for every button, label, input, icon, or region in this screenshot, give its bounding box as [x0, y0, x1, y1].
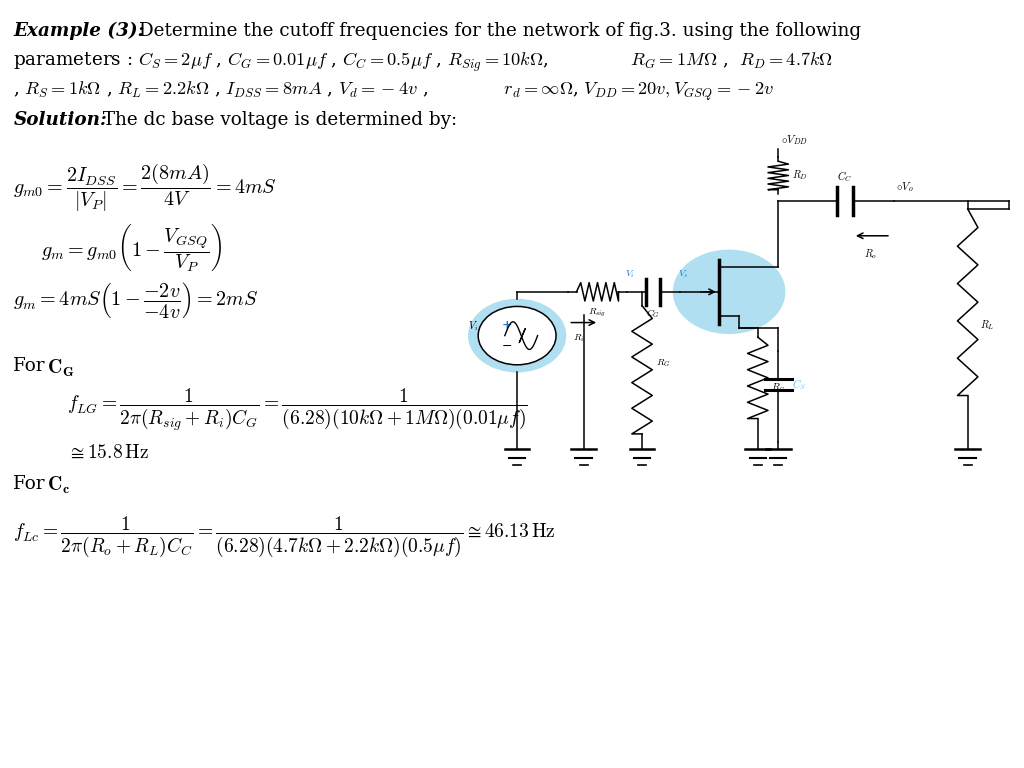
- Text: $R_S$: $R_S$: [771, 382, 785, 396]
- Text: $V_s$: $V_s$: [678, 269, 688, 280]
- Text: Determine the cutoff frequencies for the network of fig.3. using the following: Determine the cutoff frequencies for the…: [133, 22, 861, 39]
- Text: $R_i$: $R_i$: [572, 333, 585, 344]
- Circle shape: [478, 306, 556, 365]
- Text: Example (3):: Example (3):: [13, 22, 144, 40]
- Text: parameters : $C_S = 2\mu f$ , $C_G = 0.01\mu f$ , $C_C = 0.5\mu f$ , $R_{Sig} = : parameters : $C_S = 2\mu f$ , $C_G = 0.0…: [13, 51, 834, 74]
- Circle shape: [673, 250, 785, 334]
- Text: Solution:: Solution:: [13, 111, 108, 128]
- Text: $C_G$: $C_G$: [646, 307, 660, 319]
- Text: $g_m = 4mS\left(1 - \dfrac{-2v}{-4v}\right) = 2mS$: $g_m = 4mS\left(1 - \dfrac{-2v}{-4v}\rig…: [13, 280, 258, 320]
- Text: $f_{LG} = \dfrac{1}{2\pi(R_{sig} + R_i)C_G} = \dfrac{1}{(6.28)(10k\Omega + 1M\Om: $f_{LG} = \dfrac{1}{2\pi(R_{sig} + R_i)C…: [67, 386, 527, 433]
- Text: $V_i$: $V_i$: [468, 319, 478, 333]
- Text: $R_{sig}$: $R_{sig}$: [589, 307, 606, 319]
- Text: $\cong 15.8\,\mathrm{Hz}$: $\cong 15.8\,\mathrm{Hz}$: [67, 444, 148, 462]
- Text: $g_{m0} = \dfrac{2I_{DSS}}{|V_P|} = \dfrac{2(8mA)}{4V} = 4mS$: $g_{m0} = \dfrac{2I_{DSS}}{|V_P|} = \dfr…: [13, 161, 278, 214]
- Circle shape: [468, 299, 566, 372]
- Text: $R_D$: $R_D$: [792, 169, 807, 182]
- Text: +: +: [502, 319, 512, 332]
- Text: $f_{Lc} = \dfrac{1}{2\pi(R_o + R_L)C_C} = \dfrac{1}{(6.28)(4.7k\Omega + 2.2k\Ome: $f_{Lc} = \dfrac{1}{2\pi(R_o + R_L)C_C} …: [13, 515, 556, 559]
- Text: $C_C$: $C_C$: [838, 170, 852, 184]
- Text: $\circ V_o$: $\circ V_o$: [896, 180, 913, 194]
- Text: $R_L$: $R_L$: [980, 319, 994, 332]
- Text: $R_o$: $R_o$: [864, 247, 877, 261]
- Text: $\mathbf{C_G}$: $\mathbf{C_G}$: [47, 357, 75, 379]
- Text: $\circ V_{DD}$: $\circ V_{DD}$: [781, 134, 808, 147]
- Text: , $R_S = 1k\Omega$ , $R_L = 2.2k\Omega$ , $I_{DSS} = 8mA$ , $V_d = -4v$ ,       : , $R_S = 1k\Omega$ , $R_L = 2.2k\Omega$ …: [13, 80, 774, 103]
- Text: $C_S$: $C_S$: [792, 377, 806, 392]
- Text: For: For: [13, 475, 50, 492]
- Text: For: For: [13, 357, 50, 375]
- Text: $V_i$: $V_i$: [625, 269, 635, 280]
- Text: $R_G$: $R_G$: [656, 357, 671, 369]
- Text: $g_m = g_{m0}\left(1 - \dfrac{V_{GSQ}}{V_P}\right)$: $g_m = g_{m0}\left(1 - \dfrac{V_{GSQ}}{V…: [41, 223, 222, 273]
- Text: −: −: [502, 340, 512, 353]
- Text: $\mathbf{C_c}$: $\mathbf{C_c}$: [47, 475, 70, 496]
- Text: The dc base voltage is determined by:: The dc base voltage is determined by:: [97, 111, 458, 128]
